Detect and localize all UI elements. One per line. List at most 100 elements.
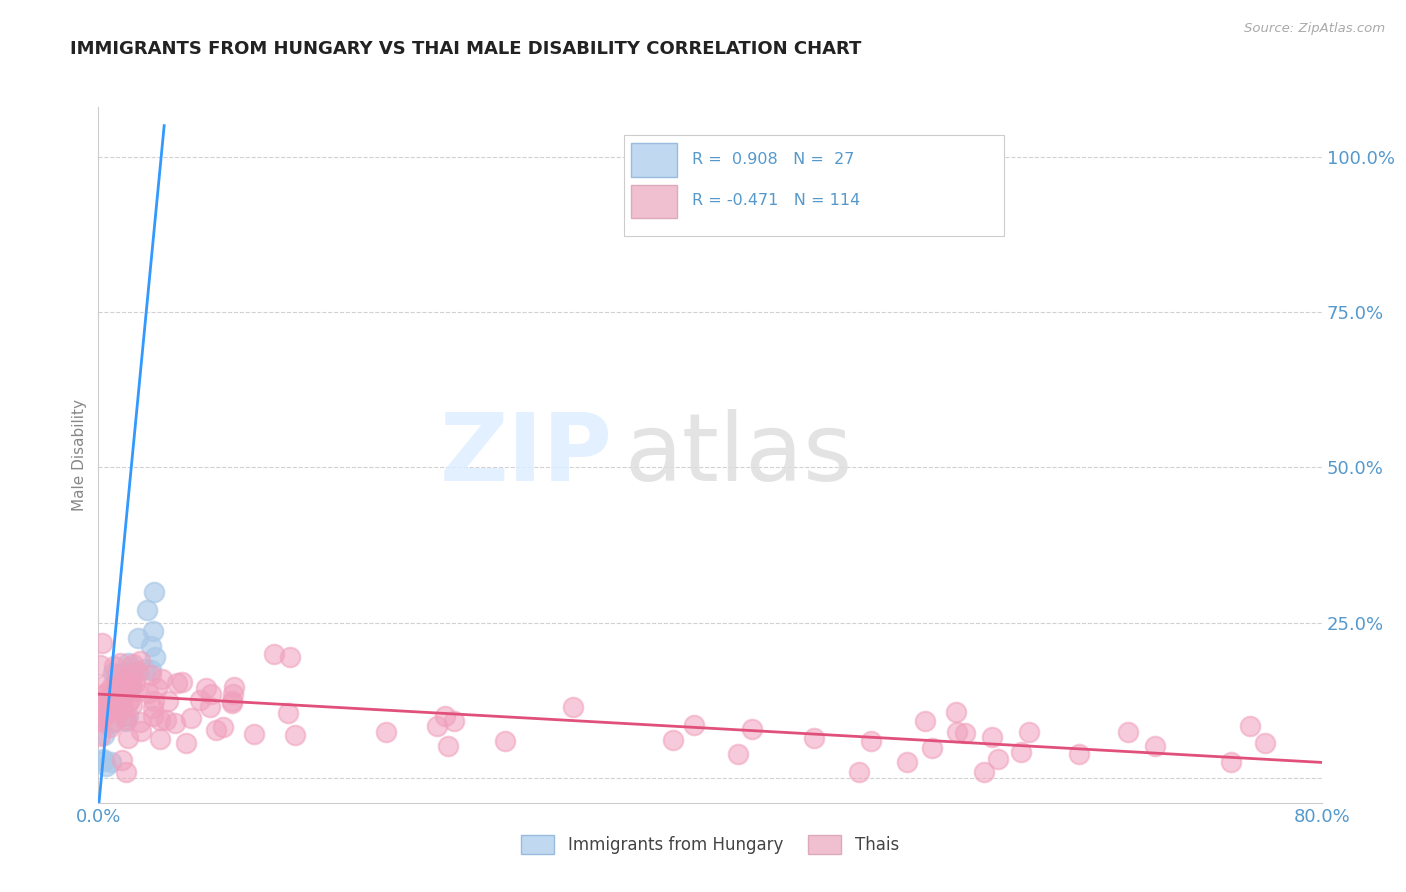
Point (89, 658, 111, 673)
Point (914, 714, 936, 728)
Point (117, 656, 139, 670)
Point (91, 710, 114, 724)
Point (100, 698, 122, 713)
Point (141, 663, 163, 677)
Point (127, 665, 149, 679)
Point (139, 667, 162, 681)
Point (91, 752, 114, 766)
Point (120, 667, 142, 681)
Point (166, 675, 188, 690)
FancyBboxPatch shape (630, 144, 678, 177)
Point (955, 725, 977, 739)
Point (136, 686, 159, 700)
Text: R = -0.471   N = 114: R = -0.471 N = 114 (692, 194, 860, 209)
Point (188, 692, 211, 706)
Point (91, 688, 114, 702)
Point (90, 698, 112, 713)
Point (117, 731, 139, 746)
Point (89, 714, 111, 728)
Point (98, 690, 121, 704)
Text: ZIP: ZIP (439, 409, 612, 501)
Point (149, 732, 172, 747)
Point (142, 584, 165, 599)
Point (94, 705, 117, 719)
Point (104, 688, 127, 702)
Point (150, 672, 173, 686)
Point (107, 696, 129, 710)
Point (89, 713, 111, 727)
Point (93, 754, 115, 768)
Point (172, 675, 194, 690)
Point (437, 739, 460, 754)
Point (96, 700, 118, 714)
Point (124, 676, 146, 690)
Point (104, 714, 127, 728)
Point (860, 734, 883, 748)
Point (946, 725, 969, 739)
Point (90, 707, 112, 722)
Point (115, 764, 138, 779)
Point (156, 694, 179, 708)
Point (222, 687, 245, 701)
Point (263, 647, 285, 661)
Point (93, 701, 115, 715)
Point (120, 681, 142, 695)
Point (1010, 745, 1032, 759)
Point (89, 729, 111, 743)
Point (155, 713, 177, 727)
Point (212, 720, 235, 734)
Point (114, 708, 136, 723)
Point (118, 693, 141, 707)
Point (121, 698, 143, 712)
Point (110, 689, 132, 703)
Point (129, 723, 152, 738)
Point (803, 731, 825, 745)
Point (987, 752, 1010, 766)
Point (973, 764, 995, 779)
Point (562, 699, 585, 714)
Point (101, 665, 124, 680)
Point (221, 696, 243, 710)
Point (200, 687, 222, 701)
Point (143, 650, 166, 665)
Point (125, 684, 148, 698)
Text: R =  0.908   N =  27: R = 0.908 N = 27 (692, 152, 853, 167)
Point (90, 636, 112, 650)
Point (93, 678, 115, 692)
Point (163, 715, 186, 730)
Point (96, 685, 118, 699)
Point (120, 675, 142, 690)
Point (114, 714, 136, 728)
Point (682, 718, 704, 732)
Point (224, 680, 246, 694)
Point (112, 677, 135, 691)
Point (494, 733, 516, 747)
Point (100, 720, 122, 734)
Point (104, 677, 127, 691)
Point (141, 639, 163, 653)
Point (100, 679, 122, 693)
Point (118, 676, 141, 690)
Point (443, 714, 465, 728)
Point (122, 664, 145, 678)
Point (1069, 747, 1091, 761)
Point (146, 681, 169, 695)
Point (221, 694, 243, 708)
Text: atlas: atlas (624, 409, 852, 501)
Point (94, 697, 117, 711)
Point (426, 719, 449, 733)
Point (921, 741, 943, 756)
Point (142, 694, 165, 708)
Point (176, 736, 198, 750)
Point (204, 723, 226, 737)
Point (662, 732, 685, 747)
Point (136, 603, 159, 617)
Point (112, 693, 135, 707)
Point (104, 701, 127, 715)
Point (115, 712, 138, 726)
Point (1239, 719, 1261, 733)
Point (149, 713, 172, 727)
FancyBboxPatch shape (630, 185, 678, 219)
Point (120, 665, 142, 680)
Point (727, 747, 749, 761)
